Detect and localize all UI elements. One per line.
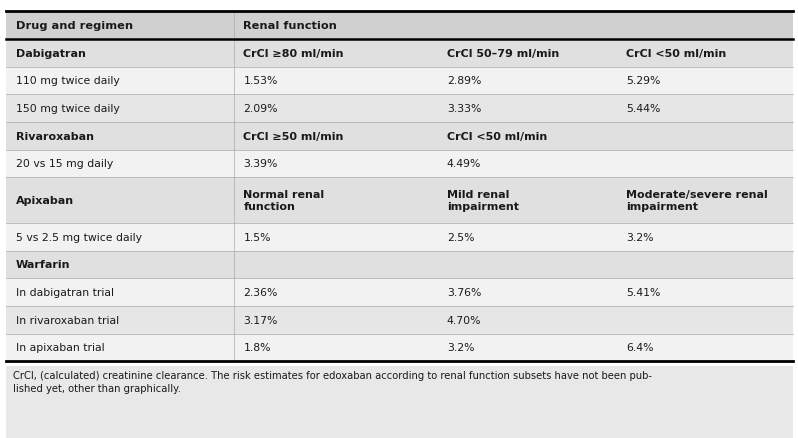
Text: CrCl <50 ml/min: CrCl <50 ml/min	[447, 131, 547, 141]
Text: In apixaban trial: In apixaban trial	[16, 343, 105, 353]
Text: CrCl ≥50 ml/min: CrCl ≥50 ml/min	[243, 131, 344, 141]
Text: Drug and regimen: Drug and regimen	[16, 21, 133, 31]
Text: 1.8%: 1.8%	[243, 343, 271, 353]
Text: In rivaroxaban trial: In rivaroxaban trial	[16, 315, 119, 325]
Text: Dabigatran: Dabigatran	[16, 49, 86, 59]
Bar	[6, 306, 793, 334]
Text: Normal renal
function: Normal renal function	[243, 190, 325, 212]
Text: Warfarin: Warfarin	[16, 260, 70, 270]
Text: Rivaroxaban: Rivaroxaban	[16, 131, 94, 141]
Text: 5.44%: 5.44%	[626, 104, 661, 114]
Text: 150 mg twice daily: 150 mg twice daily	[16, 104, 120, 114]
Text: 5.41%: 5.41%	[626, 287, 661, 297]
Bar	[6, 223, 793, 251]
Text: 20 vs 15 mg daily: 20 vs 15 mg daily	[16, 159, 113, 169]
Text: 4.70%: 4.70%	[447, 315, 481, 325]
Text: 5.29%: 5.29%	[626, 76, 661, 86]
Text: 3.17%: 3.17%	[243, 315, 278, 325]
Text: Mild renal
impairment: Mild renal impairment	[447, 190, 519, 212]
Text: 2.5%: 2.5%	[447, 232, 474, 242]
Text: CrCl 50–79 ml/min: CrCl 50–79 ml/min	[447, 49, 559, 59]
Text: CrCl ≥80 ml/min: CrCl ≥80 ml/min	[243, 49, 344, 59]
Text: CrCl, (calculated) creatinine clearance. The risk estimates for edoxaban accordi: CrCl, (calculated) creatinine clearance.…	[13, 370, 652, 393]
Text: 3.39%: 3.39%	[243, 159, 278, 169]
Text: In dabigatran trial: In dabigatran trial	[16, 287, 114, 297]
Text: 1.53%: 1.53%	[243, 76, 278, 86]
Bar	[6, 67, 793, 95]
Bar	[6, 366, 793, 438]
Text: 3.76%: 3.76%	[447, 287, 481, 297]
Bar	[6, 334, 793, 361]
Text: Moderate/severe renal
impairment: Moderate/severe renal impairment	[626, 190, 768, 212]
Bar	[6, 178, 793, 223]
Text: 3.33%: 3.33%	[447, 104, 481, 114]
Text: 3.2%: 3.2%	[447, 343, 474, 353]
Bar	[6, 12, 793, 40]
Bar	[6, 150, 793, 178]
Text: 5 vs 2.5 mg twice daily: 5 vs 2.5 mg twice daily	[16, 232, 142, 242]
Text: 2.09%: 2.09%	[243, 104, 278, 114]
Text: 1.5%: 1.5%	[243, 232, 271, 242]
Bar	[6, 123, 793, 150]
Text: Apixaban: Apixaban	[16, 196, 74, 205]
Text: 2.89%: 2.89%	[447, 76, 481, 86]
Bar	[6, 251, 793, 279]
Bar	[6, 279, 793, 306]
Text: 6.4%: 6.4%	[626, 343, 654, 353]
Text: CrCl <50 ml/min: CrCl <50 ml/min	[626, 49, 727, 59]
Text: 4.49%: 4.49%	[447, 159, 481, 169]
Bar	[6, 95, 793, 123]
Text: Renal function: Renal function	[243, 21, 338, 31]
Text: 3.2%: 3.2%	[626, 232, 654, 242]
Text: 110 mg twice daily: 110 mg twice daily	[16, 76, 120, 86]
Bar	[6, 40, 793, 67]
Text: 2.36%: 2.36%	[243, 287, 278, 297]
